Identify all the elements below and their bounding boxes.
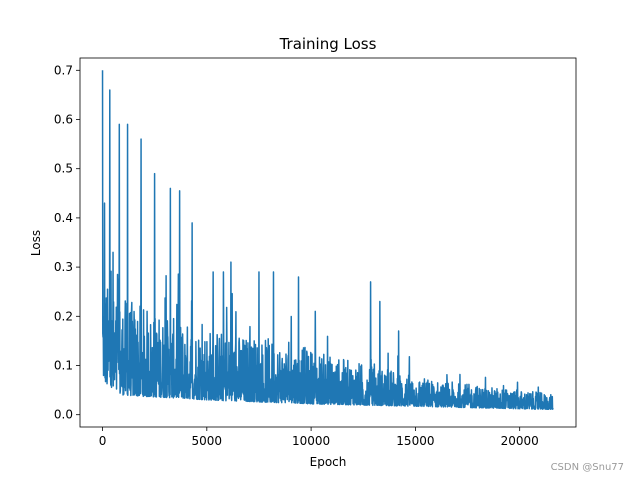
x-tick-label: 20000 bbox=[501, 434, 539, 448]
y-tick-label: 0.5 bbox=[54, 162, 73, 176]
plot-area bbox=[101, 70, 554, 411]
loss-series-line bbox=[101, 70, 554, 411]
y-tick-label: 0.6 bbox=[54, 113, 73, 127]
y-tick-label: 0.7 bbox=[54, 63, 73, 77]
y-tick-label: 0.3 bbox=[54, 260, 73, 274]
x-tick-label: 0 bbox=[99, 434, 107, 448]
axes-frame bbox=[79, 57, 577, 428]
x-axis-label: Epoch bbox=[310, 455, 347, 469]
x-tick-label: 5000 bbox=[192, 434, 223, 448]
chart-title: Training Loss bbox=[279, 35, 377, 53]
watermark: CSDN @Snu77 bbox=[551, 462, 624, 473]
y-tick-label: 0.2 bbox=[54, 309, 73, 323]
y-axis-label: Loss bbox=[29, 230, 43, 256]
x-tick-label: 10000 bbox=[292, 434, 330, 448]
y-tick-label: 0.1 bbox=[54, 359, 73, 373]
y-tick-label: 0.4 bbox=[54, 211, 73, 225]
x-tick-label: 15000 bbox=[396, 434, 434, 448]
y-axis-ticks: 0.0 0.1 0.2 0.3 0.4 0.5 0.6 0.7 bbox=[54, 63, 80, 422]
y-tick-label: 0.0 bbox=[54, 408, 73, 422]
x-axis-ticks: 0 5000 10000 15000 20000 bbox=[99, 427, 539, 448]
